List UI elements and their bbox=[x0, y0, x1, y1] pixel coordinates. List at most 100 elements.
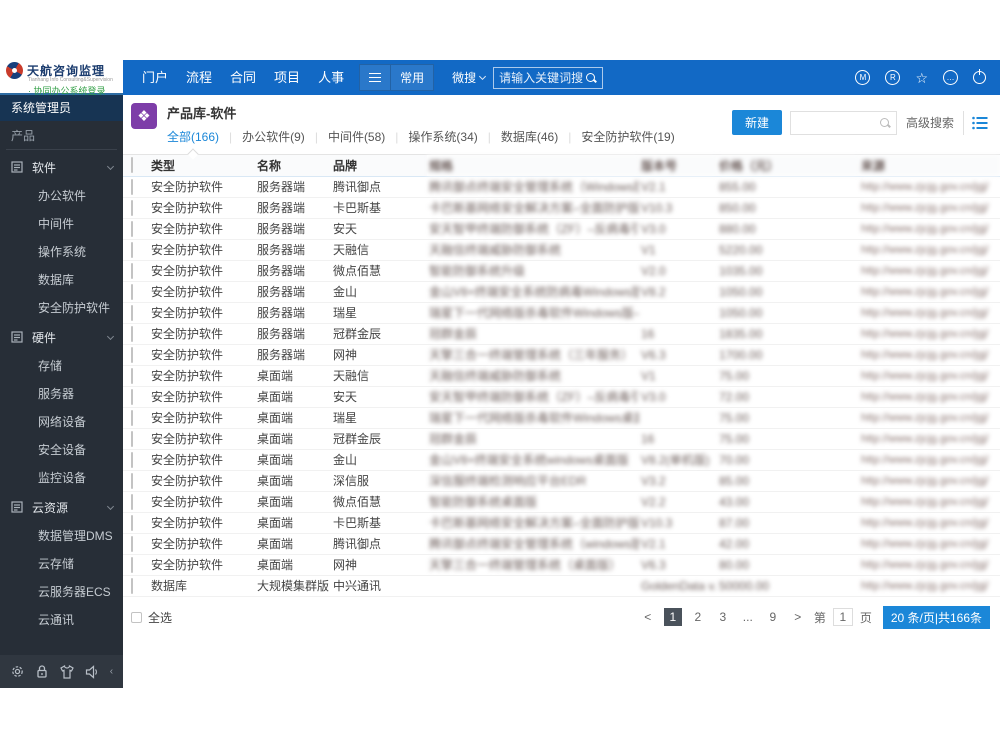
cell-source-link[interactable]: http://www.zjcjg.gov.cn/jgj/ bbox=[859, 575, 1000, 597]
new-button[interactable]: 新建 bbox=[731, 110, 782, 135]
table-row[interactable]: 安全防护软件 服务器端 网神 天擎三合一终端管理系统（三年服务） V6.3 17… bbox=[123, 344, 1000, 366]
table-row[interactable]: 安全防护软件 服务器端 天融信 天融信终端威胁防御系统 V1 5220.00 h… bbox=[123, 239, 1000, 261]
sidebar-item[interactable]: 网络设备 bbox=[38, 415, 87, 429]
sidebar-item[interactable]: 云服务器ECS bbox=[38, 585, 111, 599]
table-row[interactable]: 安全防护软件 桌面端 天融信 天融信终端威胁防御系统 V1 75.00 http… bbox=[123, 365, 1000, 387]
cell-source-link[interactable]: http://www.zjcjg.gov.cn/jgj/ bbox=[859, 428, 1000, 450]
row-checkbox[interactable] bbox=[131, 199, 133, 216]
table-search-input[interactable] bbox=[790, 111, 879, 134]
oa-login-link[interactable]: · 协同办公系统登录 bbox=[28, 86, 106, 96]
cell-source-link[interactable]: http://www.zjcjg.gov.cn/jgj/ bbox=[859, 407, 1000, 429]
page-button-3[interactable]: 3 bbox=[719, 610, 727, 624]
gear-icon[interactable] bbox=[10, 664, 25, 679]
cell-source-link[interactable]: http://www.zjcjg.gov.cn/jgj/ bbox=[859, 344, 1000, 366]
select-all-checkbox[interactable] bbox=[131, 611, 142, 623]
global-search-input[interactable] bbox=[499, 70, 586, 85]
row-checkbox[interactable] bbox=[131, 346, 133, 363]
sidebar-item[interactable]: 云存储 bbox=[38, 557, 75, 571]
sidebar-item[interactable]: 监控设备 bbox=[38, 471, 87, 485]
select-all-header-checkbox[interactable] bbox=[131, 157, 133, 174]
table-row[interactable]: 安全防护软件 桌面端 微点佰慧 智能防御系统桌面版 V2.2 43.00 htt… bbox=[123, 491, 1000, 513]
sidebar-item[interactable]: 存储 bbox=[38, 359, 63, 373]
column-header-brand[interactable]: 品牌 bbox=[331, 155, 427, 177]
nav-item-favorites[interactable]: 常用 bbox=[390, 65, 433, 90]
table-row[interactable]: 安全防护软件 桌面端 腾讯御点 腾讯御点终端安全管理系统（windows版）V2… bbox=[123, 533, 1000, 555]
column-header-source[interactable]: 来源 bbox=[859, 155, 1000, 177]
row-checkbox[interactable] bbox=[131, 283, 133, 300]
table-row[interactable]: 安全防护软件 服务器端 金山 金山V8+终端安全系统防病毒Windows版企业版… bbox=[123, 281, 1000, 303]
table-row[interactable]: 安全防护软件 服务器端 瑞星 瑞星下一代网络版杀毒软件Windows版–企业版 … bbox=[123, 302, 1000, 324]
page-button-9[interactable]: 9 bbox=[769, 610, 777, 624]
column-header-version[interactable]: 版本号 bbox=[639, 155, 717, 177]
row-checkbox[interactable] bbox=[131, 178, 133, 195]
sidebar-group-hardware[interactable]: 硬件 bbox=[0, 322, 123, 352]
sidebar-item[interactable]: 中间件 bbox=[38, 217, 75, 231]
row-checkbox[interactable] bbox=[131, 451, 133, 468]
table-row[interactable]: 安全防护软件 桌面端 安天 安天智甲终端防御系统（ZF）–反病毒引擎版 V3.0… bbox=[123, 386, 1000, 408]
row-checkbox[interactable] bbox=[131, 220, 133, 237]
column-header-name[interactable]: 名称 bbox=[255, 155, 331, 177]
tab-database[interactable]: 数据库(46) bbox=[478, 128, 558, 145]
favorite-star-icon[interactable]: ☆ bbox=[915, 69, 928, 86]
tab-security-software[interactable]: 安全防护软件(19) bbox=[558, 128, 674, 145]
row-checkbox[interactable] bbox=[131, 325, 133, 342]
table-row[interactable]: 安全防护软件 桌面端 卡巴斯基 卡巴斯基网络安全解决方案–全面防护版（KESB）… bbox=[123, 512, 1000, 534]
nav-item-portal[interactable]: 门户 bbox=[142, 70, 169, 85]
cell-source-link[interactable]: http://www.zjcjg.gov.cn/jgj/ bbox=[859, 386, 1000, 408]
cell-source-link[interactable]: http://www.zjcjg.gov.cn/jgj/ bbox=[859, 491, 1000, 513]
logout-power-icon[interactable] bbox=[973, 69, 986, 84]
column-header-price[interactable]: 价格（元） bbox=[717, 155, 859, 177]
cell-source-link[interactable]: http://www.zjcjg.gov.cn/jgj/ bbox=[859, 197, 1000, 219]
table-row[interactable]: 安全防护软件 桌面端 网神 天擎三合一终端管理系统（桌面版） V6.3 80.0… bbox=[123, 554, 1000, 576]
row-checkbox[interactable] bbox=[131, 493, 133, 510]
table-row[interactable]: 安全防护软件 桌面端 深信服 深信服终端检测响应平台EDR V3.2 85.00… bbox=[123, 470, 1000, 492]
nav-item-project[interactable]: 项目 bbox=[274, 70, 301, 85]
row-checkbox[interactable] bbox=[131, 304, 133, 321]
tab-operating-system[interactable]: 操作系统(34) bbox=[385, 128, 477, 145]
menu-hamburger-button[interactable] bbox=[360, 65, 390, 90]
next-page-button[interactable]: > bbox=[794, 610, 802, 624]
row-checkbox[interactable] bbox=[131, 388, 133, 405]
table-row[interactable]: 安全防护软件 桌面端 冠群金辰 冠群金辰 16 75.00 http://www… bbox=[123, 428, 1000, 450]
row-checkbox[interactable] bbox=[131, 409, 133, 426]
sidebar-item[interactable]: 安全防护软件 bbox=[38, 301, 111, 315]
sidebar-item[interactable]: 安全设备 bbox=[38, 443, 87, 457]
sidebar-item[interactable]: 数据管理DMS bbox=[38, 529, 113, 543]
search-scope-dropdown[interactable]: 微搜 bbox=[452, 69, 487, 86]
search-icon[interactable] bbox=[585, 72, 597, 84]
table-row[interactable]: 安全防护软件 服务器端 卡巴斯基 卡巴斯基网络安全解决方案–全面防护版KESB–… bbox=[123, 197, 1000, 219]
tab-all[interactable]: 全部(166) bbox=[167, 130, 220, 144]
row-checkbox[interactable] bbox=[131, 577, 133, 594]
column-header-type[interactable]: 类型 bbox=[149, 155, 255, 177]
cell-source-link[interactable]: http://www.zjcjg.gov.cn/jgj/ bbox=[859, 218, 1000, 240]
page-size-badge[interactable]: 20 条/页|共166条 bbox=[882, 605, 990, 629]
sidebar-item[interactable]: 办公软件 bbox=[38, 189, 87, 203]
row-checkbox[interactable] bbox=[131, 472, 133, 489]
row-checkbox[interactable] bbox=[131, 367, 133, 384]
cell-source-link[interactable]: http://www.zjcjg.gov.cn/jgj/ bbox=[859, 302, 1000, 324]
column-header-spec[interactable]: 规格 bbox=[427, 155, 639, 177]
tab-office-software[interactable]: 办公软件(9) bbox=[219, 128, 305, 145]
speaker-icon[interactable] bbox=[85, 664, 100, 679]
row-checkbox[interactable] bbox=[131, 241, 133, 258]
nav-item-contract[interactable]: 合同 bbox=[230, 70, 257, 85]
table-row[interactable]: 安全防护软件 服务器端 冠群金辰 冠群金辰 16 1835.00 http://… bbox=[123, 323, 1000, 345]
row-checkbox[interactable] bbox=[131, 430, 133, 447]
prev-page-button[interactable]: < bbox=[644, 610, 652, 624]
theme-shirt-icon[interactable] bbox=[59, 664, 75, 679]
table-row[interactable]: 数据库 大规模集群版 中兴通讯 GoldenData v... 50000.00… bbox=[123, 575, 1000, 597]
nav-item-hr[interactable]: 人事 bbox=[318, 70, 345, 85]
table-row[interactable]: 安全防护软件 桌面端 瑞星 瑞星下一代网络版杀毒软件Windows桌面版 75.… bbox=[123, 407, 1000, 429]
cell-source-link[interactable]: http://www.zjcjg.gov.cn/jgj/ bbox=[859, 512, 1000, 534]
row-checkbox[interactable] bbox=[131, 556, 133, 573]
list-view-icon[interactable] bbox=[972, 116, 988, 130]
cell-source-link[interactable]: http://www.zjcjg.gov.cn/jgj/ bbox=[859, 470, 1000, 492]
page-button-2[interactable]: 2 bbox=[694, 610, 702, 624]
more-icon[interactable]: … bbox=[943, 70, 958, 85]
table-row[interactable]: 安全防护软件 桌面端 金山 金山V8+终端安全系统windows桌面版 V8.2… bbox=[123, 449, 1000, 471]
advanced-search-button[interactable]: 高级搜索 bbox=[895, 110, 963, 135]
page-button-1[interactable]: 1 bbox=[663, 608, 682, 626]
cell-source-link[interactable]: http://www.zjcjg.gov.cn/jgj/ bbox=[859, 365, 1000, 387]
cell-source-link[interactable]: http://www.zjcjg.gov.cn/jgj/ bbox=[859, 323, 1000, 345]
sidebar-group-software[interactable]: 软件 bbox=[0, 152, 123, 182]
